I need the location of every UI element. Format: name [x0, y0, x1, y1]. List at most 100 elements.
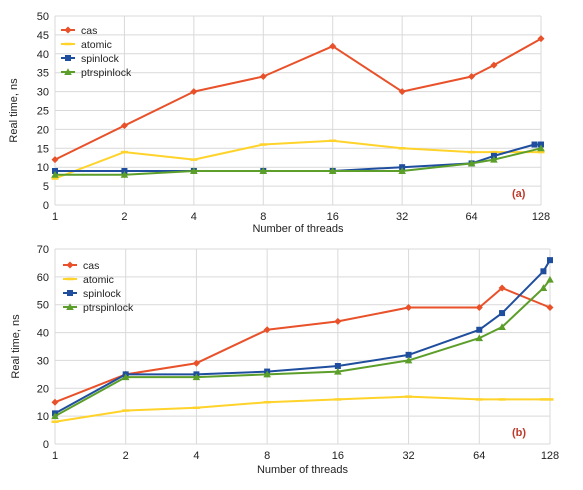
chart-b: 0 10 20 30 40 50 60 70 1 2 4 8 16 32 64 128 Number of th…	[10, 244, 559, 476]
y-tick-label: 0	[43, 200, 49, 212]
series-line	[55, 143, 541, 172]
data-point	[405, 304, 413, 311]
legend-label: atomic	[81, 39, 112, 51]
data-point	[120, 122, 128, 130]
x-tick-label: 32	[396, 211, 408, 223]
x-tick-label: 128	[541, 450, 559, 462]
data-point	[51, 412, 59, 420]
x-tick-label: 4	[191, 211, 197, 223]
y-tick-label: 35	[37, 68, 49, 80]
data-point	[190, 167, 198, 174]
data-point	[547, 257, 553, 264]
y-tick-label: 40	[37, 328, 49, 340]
series-atomic	[51, 395, 554, 423]
y-tick-label: 10	[37, 411, 49, 423]
series-spinlock	[52, 257, 553, 417]
y-tick-label: 70	[37, 244, 49, 256]
data-point	[259, 167, 268, 174]
data-point	[51, 156, 59, 164]
data-point	[121, 373, 130, 381]
legend: cas atomic spinlock ptrspinlock	[61, 25, 132, 79]
x-tick-label: 64	[465, 211, 477, 223]
data-point	[334, 367, 342, 375]
data-point	[537, 35, 545, 43]
x-tick-label: 4	[193, 450, 199, 462]
data-point	[467, 159, 476, 167]
data-point	[546, 275, 554, 283]
series-ptrspinlock	[51, 275, 554, 420]
legend-marker	[67, 290, 73, 296]
legend-marker	[66, 261, 74, 269]
y-tick-label: 10	[37, 162, 49, 174]
y-tick-label: 5	[43, 181, 49, 193]
data-point	[51, 170, 59, 178]
series-line	[54, 139, 541, 180]
legend-marker	[65, 55, 71, 61]
data-point	[263, 370, 271, 378]
legend-marker	[64, 26, 72, 34]
data-point	[398, 167, 406, 174]
series-line	[54, 395, 550, 423]
data-point	[499, 310, 506, 317]
y-tick-label: 30	[37, 355, 49, 367]
data-point	[498, 323, 506, 330]
y-tick-label: 60	[37, 272, 49, 284]
y-tick-label: 20	[37, 124, 49, 136]
data-point	[334, 317, 342, 325]
y-tick-label: 0	[43, 439, 49, 451]
y-axis-label: Real time, ns	[10, 314, 22, 379]
x-tick-label: 32	[402, 450, 414, 462]
x-tick-label: 1	[52, 211, 58, 223]
x-tick-label: 1	[52, 450, 58, 462]
x-tick-label: 16	[327, 211, 339, 223]
legend-label: spinlock	[83, 288, 122, 300]
x-tick-label: 128	[532, 211, 550, 223]
data-point	[192, 359, 200, 367]
data-point	[490, 155, 498, 163]
data-point	[190, 88, 198, 96]
y-tick-label: 50	[37, 300, 49, 312]
data-point	[404, 356, 413, 364]
data-point	[546, 304, 554, 311]
legend-label: atomic	[83, 274, 114, 286]
data-point	[328, 167, 337, 174]
series-spinlock	[52, 141, 544, 174]
panel-annotation: (a)	[512, 188, 526, 200]
data-point	[334, 363, 341, 369]
y-tick-label: 45	[37, 30, 49, 42]
data-point	[398, 88, 406, 96]
legend-label: spinlock	[81, 53, 120, 65]
data-point	[120, 170, 129, 178]
legend-label: ptrspinlock	[81, 67, 132, 79]
data-point	[263, 326, 271, 334]
data-point	[51, 398, 59, 406]
y-tick-label: 25	[37, 106, 49, 118]
data-point	[540, 268, 547, 275]
data-point	[405, 351, 412, 358]
series-line	[54, 259, 551, 415]
y-axis-label: Real time, ns	[8, 78, 20, 143]
legend-label: ptrspinlock	[83, 302, 134, 314]
data-point	[475, 334, 484, 342]
data-point	[531, 141, 538, 148]
x-tick-label: 8	[264, 450, 270, 462]
legend-label: cas	[83, 260, 99, 272]
data-point	[475, 304, 483, 311]
data-point	[476, 326, 483, 333]
series-atomic	[51, 139, 545, 180]
y-tick-label: 50	[37, 11, 49, 23]
chart-a: 0 5 10 15 20 25 30 35 40 45 50 1 2 4 8 16 32 64 128 Number …	[8, 11, 550, 235]
x-tick-label: 2	[121, 211, 127, 223]
series-cas	[51, 35, 545, 164]
legend-marker	[64, 68, 72, 75]
x-tick-label: 2	[123, 450, 129, 462]
x-axis-label: Number of threads	[252, 223, 344, 235]
y-tick-label: 15	[37, 143, 49, 155]
y-tick-label: 40	[37, 49, 49, 61]
x-tick-label: 64	[473, 450, 485, 462]
data-point	[498, 284, 506, 292]
series-line	[54, 278, 551, 417]
y-tick-label: 20	[37, 383, 49, 395]
